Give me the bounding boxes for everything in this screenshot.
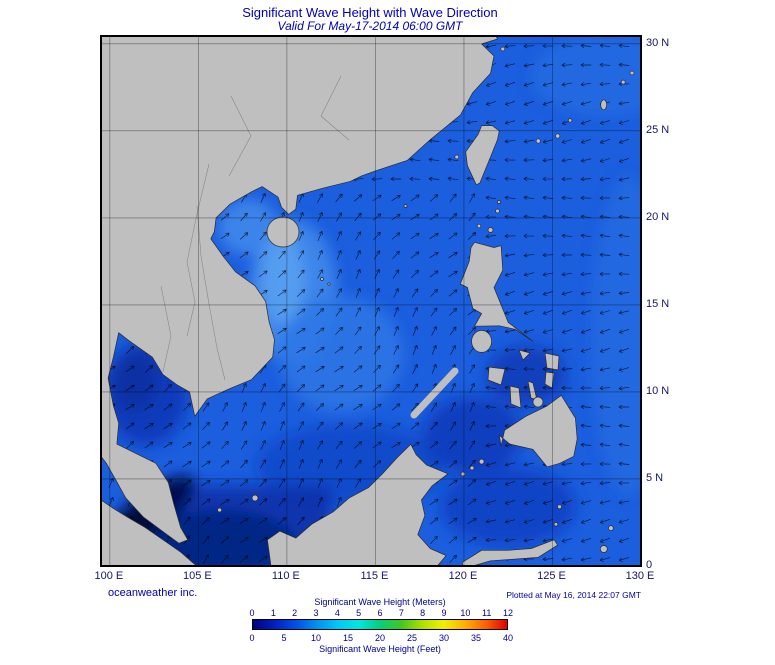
colorbar-gradient — [252, 619, 508, 630]
lat-label: 15 N — [646, 297, 670, 310]
legend-tick-feet: 10 — [310, 633, 322, 643]
lon-label: 100 E — [94, 570, 124, 582]
island-leyte — [544, 371, 555, 389]
legend-tick-meters: 0 — [249, 608, 255, 618]
legend-tick-feet: 25 — [406, 633, 418, 643]
lon-label: 125 E — [537, 570, 566, 582]
small-islands — [217, 46, 635, 553]
map-canvas — [101, 36, 641, 566]
lon-label: 110 E — [271, 570, 300, 582]
legend-tick-meters: 8 — [420, 608, 426, 618]
legend-tick-meters: 1 — [270, 608, 276, 618]
legend-tick-meters: 6 — [377, 608, 383, 618]
island-bohol — [532, 396, 544, 408]
lat-label: 5 N — [646, 471, 664, 484]
island-taiwan — [465, 125, 500, 186]
lon-label: 130 E — [625, 570, 655, 582]
plotted-timestamp: Plotted at May 16, 2014 22:07 GMT — [506, 590, 641, 600]
lon-label: 120 E — [448, 570, 478, 582]
chart-title: Significant Wave Height with Wave Direct… — [242, 5, 498, 20]
island-mindanao — [498, 395, 578, 468]
country-borders — [160, 75, 350, 381]
legend-ticks-meters: 0 1 2 3 4 5 6 7 8 9 10 11 12 — [249, 608, 513, 618]
island-hainan — [266, 216, 300, 248]
legend-ticks-feet: 0 5 10 15 20 25 30 35 40 — [249, 633, 513, 643]
legend-tick-feet: 0 — [249, 633, 255, 643]
island-panay — [487, 366, 506, 386]
lat-label: 20 N — [646, 210, 670, 223]
oceanweather-credit: oceanweather inc. — [108, 587, 198, 599]
landmass-mainland-asia — [101, 36, 498, 544]
island-luzon — [459, 241, 534, 342]
landmass-borneo — [267, 443, 449, 566]
legend-tick-meters: 10 — [460, 608, 471, 618]
chart-subtitle: Valid For May-17-2014 06:00 GMT — [277, 19, 463, 33]
island-palawan — [410, 367, 459, 419]
map-border — [101, 36, 641, 566]
legend-tick-meters: 5 — [356, 608, 362, 618]
island-masbate — [518, 349, 531, 361]
legend-tick-feet: 15 — [342, 633, 354, 643]
legend-tick-meters: 7 — [398, 608, 404, 618]
landmass-sumatra — [101, 499, 197, 566]
map-frame — [100, 35, 642, 567]
legend-tick-feet: 20 — [374, 633, 386, 643]
lat-label: 0 — [646, 559, 653, 571]
legend-tick-meters: 3 — [313, 608, 319, 618]
legend-tick-meters: 12 — [502, 608, 514, 618]
lat-label: 25 N — [646, 123, 670, 136]
legend-tick-feet: 40 — [502, 633, 514, 643]
legend-tick-feet: 35 — [470, 633, 482, 643]
legend-tick-meters: 2 — [292, 608, 298, 618]
landmass-sulawesi — [461, 539, 559, 566]
legend-tick-meters: 9 — [441, 608, 447, 618]
legend-title-meters: Significant Wave Height (Meters) — [314, 597, 446, 607]
lon-label: 105 E — [183, 570, 212, 582]
island-samar — [544, 352, 560, 371]
lon-label: 115 E — [360, 570, 389, 582]
grid-lines — [101, 36, 641, 566]
legend-tick-feet: 5 — [281, 633, 287, 643]
legend-tick-meters: 4 — [334, 608, 340, 618]
wave-height-shading — [101, 36, 641, 566]
legend-tick-meters: 11 — [481, 608, 492, 618]
island-negros — [509, 385, 522, 409]
lat-label: 30 N — [646, 36, 670, 49]
legend-title-feet: Significant Wave Height (Feet) — [319, 644, 441, 654]
legend-tick-feet: 30 — [438, 633, 450, 643]
lat-label: 10 N — [646, 384, 670, 397]
island-mindoro — [471, 330, 492, 353]
landmasses — [101, 36, 635, 566]
